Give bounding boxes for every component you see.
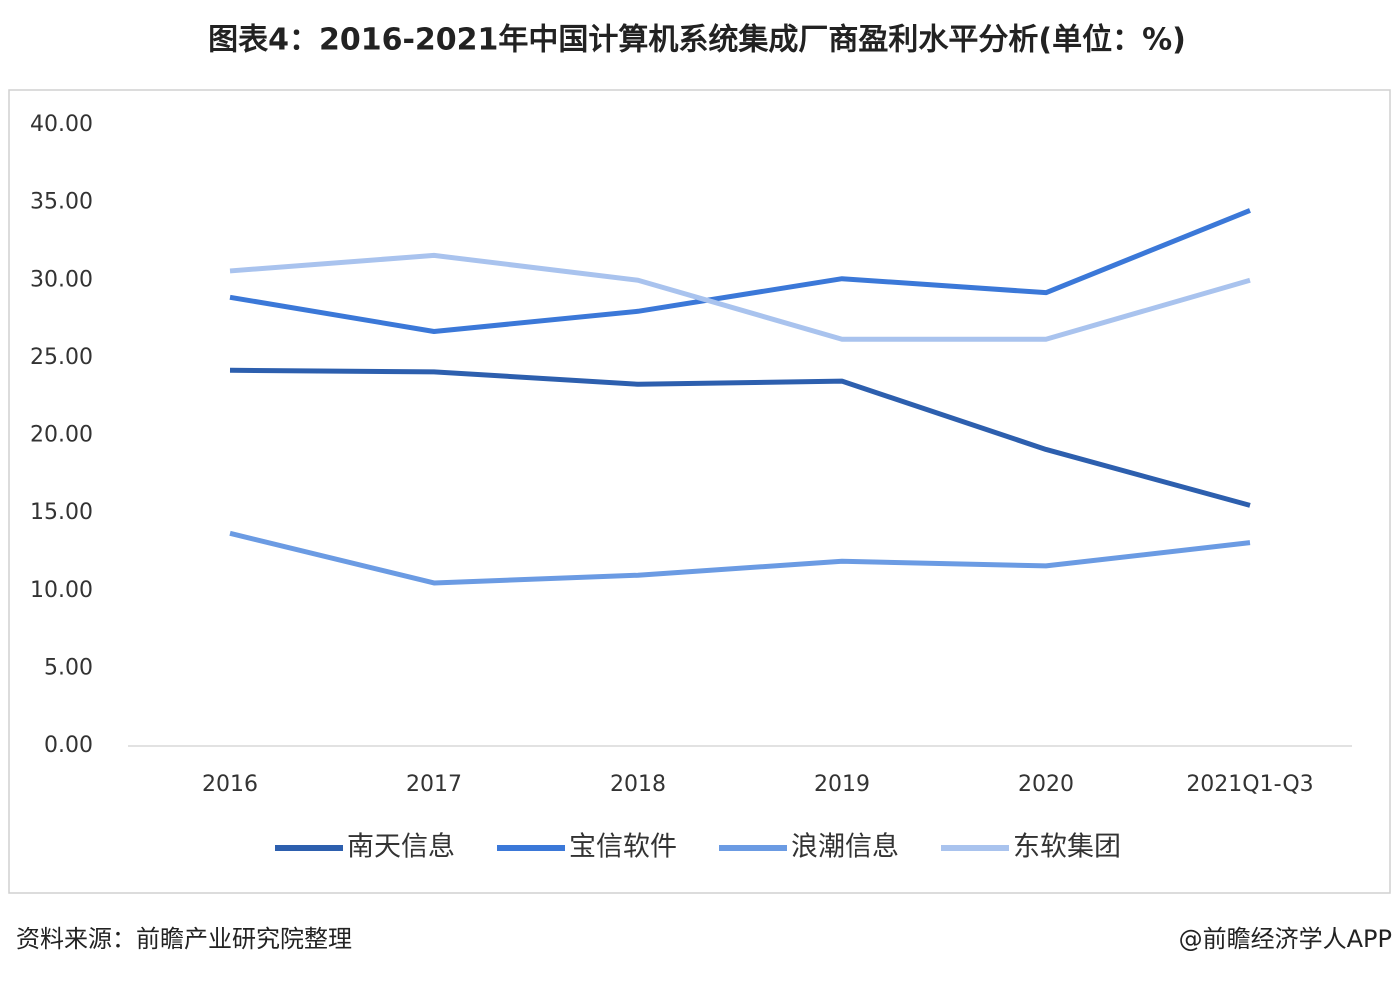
x-tick-label: 2017: [406, 772, 462, 797]
x-tick-label: 2021Q1-Q3: [1186, 772, 1313, 797]
legend-label: 南天信息: [347, 832, 455, 863]
source-note: 资料来源：前瞻产业研究院整理: [16, 925, 352, 953]
line-series: [229, 530, 1251, 586]
y-tick-label: 15.00: [30, 500, 93, 525]
x-tick-label: 2019: [814, 772, 870, 797]
y-tick-label: 10.00: [30, 578, 93, 603]
line-series: [229, 208, 1251, 334]
credit: @前瞻经济学人APP: [1179, 925, 1392, 953]
y-tick-label: 40.00: [30, 112, 93, 137]
legend-label: 浪潮信息: [791, 832, 899, 863]
y-tick-label: 30.00: [30, 267, 93, 292]
line-series: [229, 367, 1251, 508]
chart-frame: [8, 89, 1391, 894]
y-tick-label: 25.00: [30, 345, 93, 370]
y-tick-label: 35.00: [30, 190, 93, 215]
y-tick-label: 20.00: [30, 423, 93, 448]
legend-label: 宝信软件: [569, 832, 677, 863]
line-series: [229, 252, 1251, 342]
chart-title: 图表4：2016-2021年中国计算机系统集成厂商盈利水平分析(单位：%): [208, 23, 1186, 58]
x-tick-label: 2018: [610, 772, 666, 797]
y-tick-label: 0.00: [44, 733, 93, 758]
x-tick-label: 2020: [1018, 772, 1074, 797]
x-tick-label: 2016: [202, 772, 258, 797]
y-tick-label: 5.00: [44, 655, 93, 680]
legend-label: 东软集团: [1013, 832, 1121, 863]
